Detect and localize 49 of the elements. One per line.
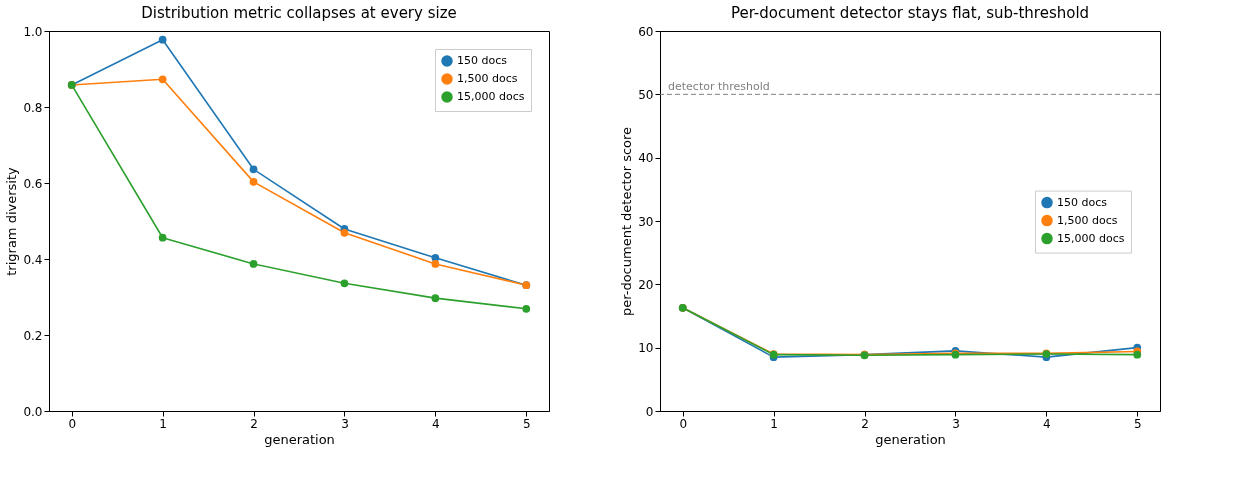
chart-title: Per-document detector stays flat, sub-threshold: [730, 4, 1090, 22]
x-axis-title: generation: [264, 431, 335, 447]
y-tick-label: 60: [638, 24, 654, 39]
x-tick-label: 1: [159, 416, 167, 431]
legend-label: 15,000 docs: [1057, 231, 1125, 245]
legend-label: 1,500 docs: [1057, 213, 1118, 227]
y-tick-label: 40: [638, 151, 654, 166]
x-tick-label: 4: [1043, 416, 1051, 431]
point: [431, 260, 440, 268]
point: [522, 304, 531, 313]
ref-line-label: detector threshold: [668, 80, 770, 94]
y-tick-label: 0.2: [23, 328, 43, 343]
point: [431, 294, 440, 303]
y-tick-label: 10: [638, 341, 654, 356]
point: [340, 279, 349, 288]
point: [158, 75, 167, 84]
point: [249, 177, 258, 186]
x-tick-label: 2: [861, 416, 869, 431]
y-tick-label: 0.0: [23, 404, 43, 419]
point: [249, 165, 258, 174]
y-tick-label: 20: [638, 277, 654, 292]
point: [340, 228, 349, 237]
x-tick-label: 5: [1133, 416, 1142, 431]
x-tick-label: 3: [341, 416, 349, 431]
x-tick-label: 5: [522, 416, 531, 431]
legend-label: 15,000 docs: [457, 90, 525, 103]
x-axis-title: generation: [875, 431, 946, 447]
y-tick-label: 50: [638, 87, 654, 102]
y-axis-title: per-document detector score: [619, 126, 635, 317]
y-tick-label: 30: [638, 214, 654, 229]
x-tick-label: 2: [250, 416, 258, 431]
x-tick-label: 4: [432, 416, 440, 431]
x-tick-label: 0: [68, 416, 77, 431]
legend-label: 1,500 docs: [457, 72, 518, 85]
x-tick-label: 1: [770, 416, 778, 431]
x-tick-label: 3: [952, 416, 960, 431]
y-tick-label: 0: [645, 404, 654, 419]
y-tick-label: 0.6: [23, 176, 43, 191]
point: [158, 233, 167, 242]
point: [249, 260, 258, 268]
chart-title: Distribution metric collapses at every size: [141, 4, 457, 22]
y-tick-label: 0.8: [23, 100, 43, 115]
y-tick-label: 0.4: [23, 252, 43, 267]
y-axis-title: trigram diversity: [4, 166, 20, 276]
legend-label: 150 docs: [1057, 195, 1108, 209]
y-tick-label: 1.0: [23, 24, 43, 39]
point: [158, 35, 167, 44]
x-tick-label: 0: [679, 416, 688, 431]
legend-label: 150 docs: [457, 54, 508, 67]
